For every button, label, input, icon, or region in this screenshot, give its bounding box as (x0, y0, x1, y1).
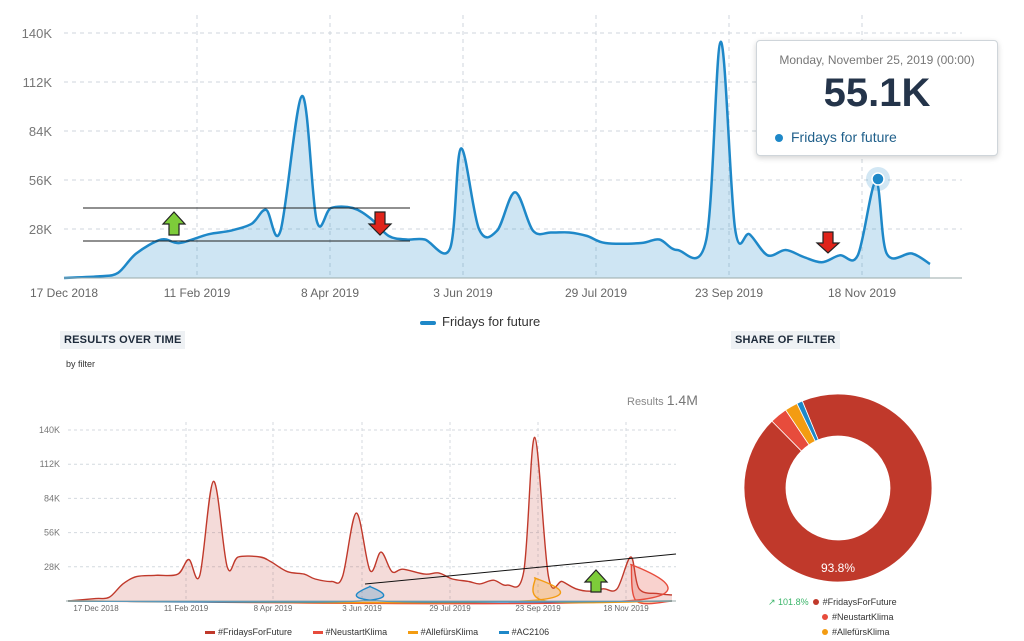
y-tick-label: 140K (39, 425, 60, 435)
x-tick-label: 17 Dec 2018 (73, 604, 119, 613)
legend-label: Fridays for future (442, 314, 541, 329)
y-tick-label: 140K (22, 26, 53, 41)
legend-item[interactable]: ↗ 101.8% #FridaysForFuture (768, 595, 897, 610)
donut-slices (743, 393, 933, 583)
y-tick-label: 28K (29, 222, 52, 237)
chart-tooltip: Monday, November 25, 2019 (00:00) 55.1K … (756, 40, 998, 156)
legend-label: #AllefürsKlima (832, 627, 890, 637)
trend-line (364, 553, 677, 585)
results-value: 1.4M (666, 392, 698, 408)
y-tick-label: 112K (23, 75, 53, 90)
growth-value: 101.8% (778, 597, 809, 607)
x-tick-label: 17 Dec 2018 (30, 286, 98, 300)
tooltip-value: 55.1K (823, 71, 931, 115)
results-label: Results (627, 396, 664, 408)
tooltip-series: Fridays for future (775, 129, 897, 145)
legend-dot (812, 599, 819, 605)
legend-dot (822, 614, 828, 620)
x-tick-label: 11 Feb 2019 (164, 286, 231, 300)
series-area-0 (68, 437, 672, 601)
results-subtitle: by filter (66, 359, 96, 369)
x-tick-label: 29 Jul 2019 (565, 286, 627, 300)
series-area-3 (68, 586, 672, 603)
top-chart-legend[interactable]: Fridays for future (420, 314, 540, 329)
series-line-0 (67, 436, 673, 602)
series-area-2 (68, 577, 672, 603)
legend-label: #NeustartKlima (832, 612, 894, 622)
x-tick-label: 18 Nov 2019 (603, 604, 649, 613)
legend-swatch (312, 631, 323, 635)
y-tick-label: 84K (29, 124, 52, 139)
legend-label: #AllefürsKlima (420, 627, 479, 637)
y-tick-label: 56K (29, 173, 52, 188)
x-tick-label: 8 Apr 2019 (301, 286, 359, 300)
legend-item[interactable]: #AllefürsKlima (407, 627, 479, 637)
x-tick-label: 23 Sep 2019 (515, 604, 561, 613)
bottom-chart-y-axis: 140K 112K 84K 56K 28K (39, 425, 60, 572)
x-tick-label: 3 Jun 2019 (342, 604, 382, 613)
share-donut: 93.8% (743, 393, 933, 583)
legend-item[interactable]: #NeustartKlima (768, 610, 897, 625)
legend-label: #FridaysForFuture (822, 597, 897, 607)
top-chart-x-axis: 17 Dec 2018 11 Feb 2019 8 Apr 2019 3 Jun 20… (30, 286, 896, 300)
bottom-chart-x-axis: 17 Dec 2018 11 Feb 2019 8 Apr 2019 3 Jun 20… (73, 604, 649, 613)
legend-dot (822, 629, 828, 635)
legend-label: #AC2106 (511, 627, 550, 637)
red-down-arrow-icon (815, 231, 841, 254)
results-over-time-title: RESULTS OVER TIME (60, 331, 186, 349)
top-chart-y-axis: 140K 112K 84K 56K 28K (22, 26, 53, 237)
growth-badge: ↗ 101.8% (768, 597, 809, 607)
red-down-arrow-icon (367, 211, 393, 236)
bottom-chart: 140K 112K 84K 56K 28K 17 Dec 2018 11 Feb 2019… (39, 422, 677, 613)
top-chart-grid (64, 15, 962, 278)
share-of-filter-title: SHARE OF FILTER (731, 331, 840, 349)
donut-center-label: 93.8% (821, 561, 855, 575)
legend-swatch (205, 631, 215, 635)
top-chart: 140K 112K 84K 56K 28K 17 Dec 2018 11 Feb 2019… (22, 15, 962, 300)
legend-item[interactable]: #NeustartKlima (312, 627, 388, 637)
tooltip-date: Monday, November 25, 2019 (00:00) (779, 53, 975, 67)
donut-slice-3 (796, 400, 819, 442)
green-up-arrow-icon (161, 211, 187, 236)
legend-label: #NeustartKlima (325, 627, 388, 637)
y-tick-label: 84K (44, 493, 60, 503)
bottom-chart-legend[interactable]: #FridaysForFuture #NeustartKlima #Allefü… (205, 627, 567, 637)
x-tick-label: 18 Nov 2019 (828, 286, 896, 300)
y-tick-label: 56K (44, 528, 60, 538)
legend-swatch (407, 631, 418, 635)
x-tick-label: 3 Jun 2019 (433, 286, 493, 300)
bottom-chart-grid (68, 422, 676, 601)
highlight-point (871, 172, 885, 186)
tooltip-series-label: Fridays for future (791, 129, 897, 145)
legend-label: #FridaysForFuture (218, 627, 293, 637)
x-tick-label: 11 Feb 2019 (164, 604, 209, 613)
y-tick-label: 112K (40, 459, 60, 469)
legend-swatch (498, 631, 509, 635)
top-series-area (64, 41, 930, 278)
legend-swatch (420, 320, 436, 325)
y-tick-label: 28K (44, 562, 60, 572)
legend-item[interactable]: #AllefürsKlima (768, 625, 897, 640)
bottom-chart-series (67, 436, 673, 605)
series-dot-icon (775, 134, 783, 143)
legend-item[interactable]: #FridaysForFuture (205, 627, 292, 637)
legend-item[interactable]: #AC2106 (498, 627, 550, 637)
x-tick-label: 29 Jul 2019 (429, 604, 471, 613)
results-total: Results 1.4M (627, 392, 698, 408)
x-tick-label: 23 Sep 2019 (695, 286, 763, 300)
share-legend: ↗ 101.8% #FridaysForFuture #NeustartKlima… (768, 595, 897, 640)
x-tick-label: 8 Apr 2019 (254, 604, 293, 613)
series-line-3 (67, 585, 673, 603)
top-series-line (63, 40, 931, 280)
green-up-arrow-icon (583, 569, 609, 593)
donut-slice-0 (743, 393, 933, 583)
